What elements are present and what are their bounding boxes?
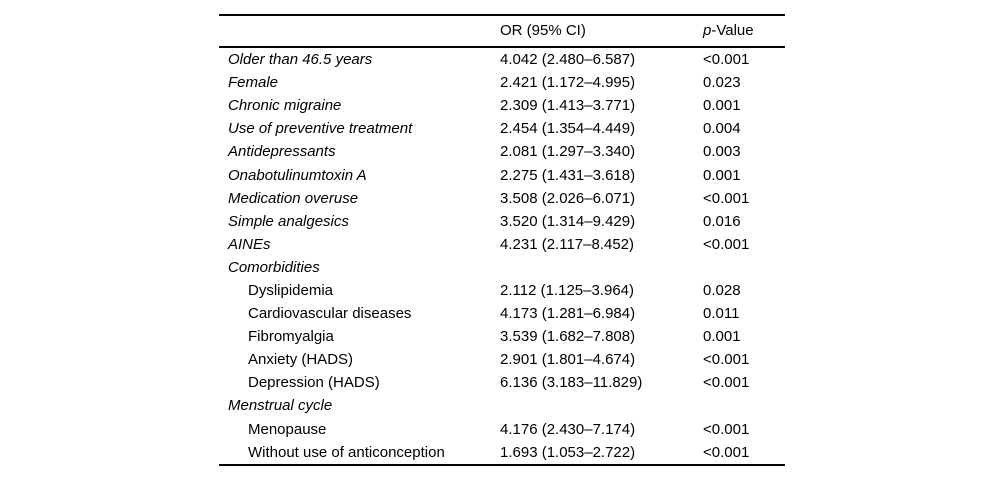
row-or-ci: 2.421 (1.172–4.995): [500, 74, 636, 92]
row-p-value: <0.001: [703, 51, 750, 69]
row-or-ci: 2.112 (1.125–3.964): [500, 281, 634, 299]
row-label: Anxiety (HADS): [248, 351, 354, 369]
row-p-value: <0.001: [703, 351, 750, 369]
row-or-ci: 1.693 (1.053–2.722): [500, 443, 636, 461]
table-row: Older than 46.5 years 4.042 (2.480–6.587…: [219, 48, 785, 71]
row-p-value: <0.001: [703, 374, 750, 392]
row-or-ci: 4.173 (1.281–6.984): [500, 305, 636, 323]
row-label: Dyslipidemia: [248, 281, 334, 299]
row-label: Older than 46.5 years: [228, 51, 373, 69]
row-p-value: 0.003: [703, 143, 741, 161]
row-or-ci: 2.275 (1.431–3.618): [500, 166, 636, 184]
row-or-ci: 3.520 (1.314–9.429): [500, 212, 636, 230]
row-label: AINEs: [228, 235, 271, 253]
table-row: AINEs 4.231 (2.117–8.452) <0.001: [219, 233, 785, 256]
row-label: Comorbidities: [228, 258, 320, 276]
table-row: Menopause 4.176 (2.430–7.174) <0.001: [219, 418, 785, 441]
row-label: Onabotulinumtoxin A: [228, 166, 367, 184]
row-label: Menopause: [248, 420, 327, 438]
row-p-value: <0.001: [703, 443, 750, 461]
table-body: Older than 46.5 years 4.042 (2.480–6.587…: [219, 48, 785, 464]
row-p-value: 0.016: [703, 212, 741, 230]
row-or-ci: 6.136 (3.183–11.829): [500, 374, 643, 392]
row-p-value: 0.001: [703, 97, 741, 115]
p-value-header-suffix: -Value: [711, 22, 754, 39]
column-header-or-ci: OR (95% CI): [500, 22, 586, 39]
table-row: Fibromyalgia 3.539 (1.682–7.808) 0.001: [219, 325, 785, 348]
table-row: Chronic migraine 2.309 (1.413–3.771) 0.0…: [219, 94, 785, 117]
row-label: Depression (HADS): [248, 374, 380, 392]
p-value-header-italic-p: p: [703, 22, 712, 39]
row-p-value: <0.001: [703, 420, 750, 438]
table-row: Simple analgesics 3.520 (1.314–9.429) 0.…: [219, 210, 785, 233]
row-label: Menstrual cycle: [228, 397, 333, 415]
results-table: OR (95% CI) p-Value Older than 46.5 year…: [219, 14, 785, 467]
row-label: Without use of anticonception: [248, 443, 445, 461]
row-p-value: <0.001: [703, 235, 750, 253]
table-row: Comorbidities: [219, 256, 785, 279]
row-or-ci: 4.231 (2.117–8.452): [500, 235, 634, 253]
table-row: Antidepressants 2.081 (1.297–3.340) 0.00…: [219, 140, 785, 163]
table-row: Onabotulinumtoxin A 2.275 (1.431–3.618) …: [219, 163, 785, 186]
row-label: Chronic migraine: [228, 97, 342, 115]
row-or-ci: 4.042 (2.480–6.587): [500, 51, 636, 69]
column-header-p-value: p-Value: [703, 23, 785, 38]
row-p-value: <0.001: [703, 189, 750, 207]
table-top-rule: [219, 14, 785, 16]
row-p-value: 0.001: [703, 328, 741, 346]
row-p-value: 0.028: [703, 281, 741, 299]
row-or-ci: 3.539 (1.682–7.808): [500, 328, 636, 346]
row-p-value: 0.011: [703, 305, 740, 323]
row-or-ci: 2.454 (1.354–4.449): [500, 120, 636, 138]
row-p-value: 0.004: [703, 120, 741, 138]
row-or-ci: 2.309 (1.413–3.771): [500, 97, 636, 115]
row-label: Antidepressants: [228, 143, 336, 161]
row-or-ci: 2.901 (1.801–4.674): [500, 351, 636, 369]
table-row: Dyslipidemia 2.112 (1.125–3.964) 0.028: [219, 279, 785, 302]
row-label: Use of preventive treatment: [228, 120, 413, 138]
table-bottom-rule: [219, 463, 785, 467]
table-row: Cardiovascular diseases 4.173 (1.281–6.9…: [219, 302, 785, 325]
table-header-row: OR (95% CI) p-Value: [219, 16, 785, 46]
row-label: Female: [228, 74, 279, 92]
row-p-value: 0.023: [703, 74, 741, 92]
header-rule: [219, 45, 785, 48]
row-label: Simple analgesics: [228, 212, 349, 230]
row-or-ci: 3.508 (2.026–6.071): [500, 189, 636, 207]
table-row: Anxiety (HADS) 2.901 (1.801–4.674) <0.00…: [219, 348, 785, 371]
table-row: Female 2.421 (1.172–4.995) 0.023: [219, 71, 785, 94]
table-row: Without use of anticonception 1.693 (1.0…: [219, 441, 785, 464]
row-or-ci: 4.176 (2.430–7.174): [500, 420, 636, 438]
table-row: Menstrual cycle: [219, 394, 785, 417]
row-or-ci: 2.081 (1.297–3.340): [500, 143, 636, 161]
table-row: Depression (HADS) 6.136 (3.183–11.829) <…: [219, 371, 785, 394]
row-p-value: 0.001: [703, 166, 741, 184]
table-row: Use of preventive treatment 2.454 (1.354…: [219, 117, 785, 140]
row-label: Medication overuse: [228, 189, 359, 207]
table-row: Medication overuse 3.508 (2.026–6.071) <…: [219, 187, 785, 210]
row-label: Fibromyalgia: [248, 328, 334, 346]
row-label: Cardiovascular diseases: [248, 305, 412, 323]
